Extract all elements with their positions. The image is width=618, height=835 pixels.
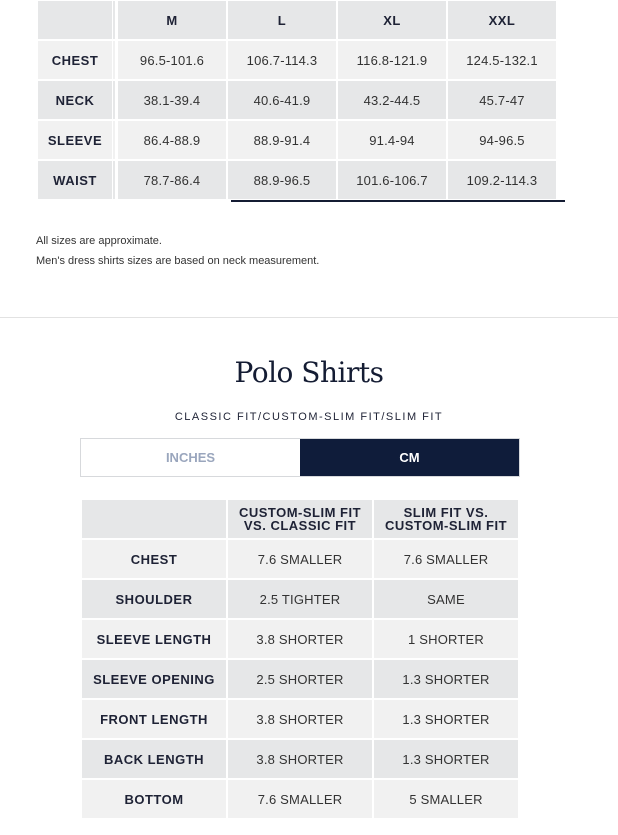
section-title: Polo Shirts [234,356,384,389]
row-label: CHEST [130,551,178,567]
table-cell: 109.2-114.3 [466,172,538,188]
table-cell: 86.4-88.9 [143,132,201,148]
column-header: XL [383,12,401,28]
table-header-row: CUSTOM-SLIM FIT VS. CLASSIC FIT SLIM FIT … [82,500,518,538]
column-header: L [277,12,287,28]
row-label: FRONT LENGTH [100,711,208,727]
table-header-row: M L XL XXL [38,1,556,39]
table-cell: 101.6-106.7 [356,172,428,188]
table-cell: 1.3 SHORTER [402,671,490,687]
table-cell: 116.8-121.9 [356,52,428,68]
table-cell: 3.8 SHORTER [256,631,344,647]
table-row: SLEEVE 86.4-88.9 88.9-91.4 91.4-94 94-96.5 [38,121,556,159]
row-label: CHEST [38,41,116,79]
table-cell: 5 SMALLER [409,791,483,807]
active-underline [231,200,565,202]
table-cell: 1.3 SHORTER [402,751,490,767]
table-cell: 124.5-132.1 [466,52,538,68]
unit-toggle: INCHES CM [80,438,520,477]
table-row: SLEEVE OPENING 2.5 SHORTER 1.3 SHORTER [82,660,518,698]
note-neck: Men's dress shirts sizes are based on ne… [36,255,320,267]
table-cell: SAME [427,591,465,607]
fit-comparison-table: CUSTOM-SLIM FIT VS. CLASSIC FIT SLIM FIT … [80,498,520,820]
row-label: SLEEVE LENGTH [96,631,212,647]
table-cell: 3.8 SHORTER [256,751,344,767]
table-cell: 2.5 SHORTER [256,671,344,687]
table-cell: 1.3 SHORTER [402,711,490,727]
table-row: CHEST 7.6 SMALLER 7.6 SMALLER [82,540,518,578]
table-cell: 1 SHORTER [408,631,484,647]
table-cell: 88.9-96.5 [253,172,311,188]
tab-inches[interactable]: INCHES [81,439,300,476]
table-cell: 2.5 TIGHTER [259,591,341,607]
table-cell: 7.6 SMALLER [257,551,343,567]
row-label: SLEEVE [38,121,116,159]
table-row: NECK 38.1-39.4 40.6-41.9 43.2-44.5 45.7-47 [38,81,556,119]
table-cell: 45.7-47 [479,92,525,108]
table-cell: 88.9-91.4 [253,132,311,148]
table-row: SHOULDER 2.5 TIGHTER SAME [82,580,518,618]
row-label: SLEEVE OPENING [93,671,215,687]
column-header: M [166,12,178,28]
row-label: WAIST [38,161,116,199]
note-approximate: All sizes are approximate. [36,235,162,247]
section-divider [0,317,618,318]
table-row: BACK LENGTH 3.8 SHORTER 1.3 SHORTER [82,740,518,778]
size-chart-table: M L XL XXL CHEST 96.5-101.6 106.7-114.3 116… [36,0,558,201]
table-cell: 40.6-41.9 [253,92,311,108]
column-header: XXL [488,12,516,28]
table-row: FRONT LENGTH 3.8 SHORTER 1.3 SHORTER [82,700,518,738]
table-cell: 7.6 SMALLER [403,551,489,567]
table-cell: 7.6 SMALLER [257,791,343,807]
row-label: NECK [38,81,116,119]
table-row: WAIST 78.7-86.4 88.9-96.5 101.6-106.7 109.2-… [38,161,556,199]
fit-subtitle: CLASSIC FIT/CUSTOM-SLIM FIT/SLIM FIT [174,411,444,423]
row-label: BACK LENGTH [103,751,205,767]
table-row: BOTTOM 7.6 SMALLER 5 SMALLER [82,780,518,818]
table-cell: 78.7-86.4 [143,172,201,188]
row-label: SHOULDER [115,591,193,607]
table-cell: 96.5-101.6 [139,52,205,68]
table-cell: 43.2-44.5 [363,92,421,108]
row-label: BOTTOM [124,791,184,807]
table-row: CHEST 96.5-101.6 106.7-114.3 116.8-121.9 124… [38,41,556,79]
table-row: SLEEVE LENGTH 3.8 SHORTER 1 SHORTER [82,620,518,658]
table-cell: 91.4-94 [369,132,415,148]
column-header: SLIM FIT VS. CUSTOM-SLIM FIT [384,505,508,533]
column-header: CUSTOM-SLIM FIT VS. CLASSIC FIT [238,505,362,533]
table-cell: 94-96.5 [479,132,525,148]
tab-cm[interactable]: CM [300,439,519,476]
table-cell: 106.7-114.3 [246,52,318,68]
table-cell: 38.1-39.4 [143,92,201,108]
table-cell: 3.8 SHORTER [256,711,344,727]
